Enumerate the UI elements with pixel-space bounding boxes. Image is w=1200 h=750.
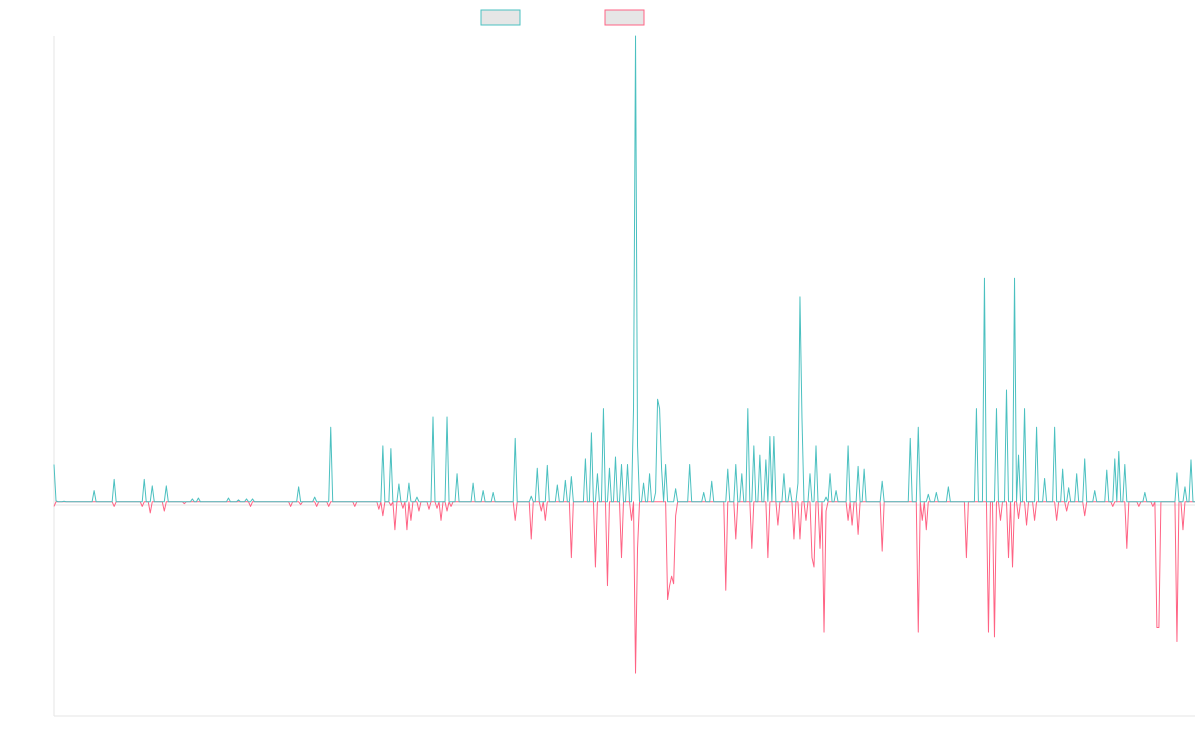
legend [480,9,645,26]
series-layer [53,35,1195,674]
legend-swatch-negative[interactable] [604,9,645,26]
series-line-positive [53,35,1195,503]
series-line-negative [53,501,1195,674]
legend-swatch-positive[interactable] [480,9,521,26]
